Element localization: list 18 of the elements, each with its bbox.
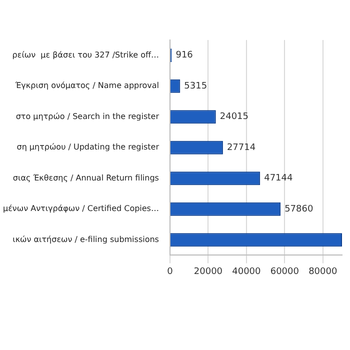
y-tick-label: ση μητρώου / Updating the register [16,142,160,152]
x-tick-label: 0 [167,266,174,277]
data-label: 24015 [220,112,249,122]
data-label: 5315 [184,81,208,92]
y-tick-label: μένων Αντιγράφων / Certified Copies… [2,204,159,214]
y-tick-label: στο μητρώο / Search in the register [16,112,160,121]
x-tick-label: 40000 [232,266,262,277]
x-tick-label: 60000 [270,266,300,277]
y-tick-label: ικών αιτήσεων / e-filing submissions [12,234,159,244]
x-tick-label: 80000 [308,266,338,277]
data-label: 47144 [264,174,293,184]
data-label: 916 [176,50,194,61]
data-label: 57860 [284,204,314,214]
data-label: 27714 [226,142,256,153]
y-tick-label: σιας Έκθεσης / Annual Return filings [12,173,159,182]
y-tick-label: ρείων με βάσει του 327 /Strike off… [12,50,159,60]
y-tick-label: Έγκριση ονόματος / Name approval [14,81,159,90]
x-tick-label: 20000 [194,266,223,277]
